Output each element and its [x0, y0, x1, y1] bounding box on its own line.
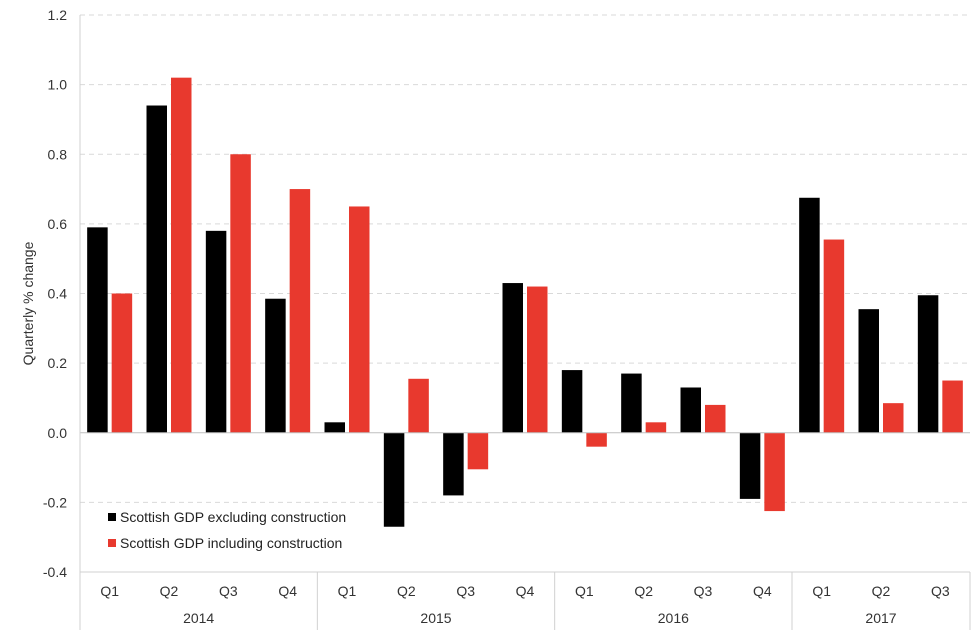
- x-category-label: Q1: [338, 583, 357, 599]
- bar-excluding-construction-5: [324, 422, 345, 433]
- bar-excluding-construction-9: [561, 370, 583, 433]
- x-year-label: 2016: [658, 610, 689, 626]
- bar-excluding-construction-3: [205, 230, 227, 433]
- x-category-label: Q1: [100, 583, 119, 599]
- y-tick-label: 1.0: [48, 77, 68, 93]
- bar-including-construction-9: [586, 432, 607, 447]
- x-axis: Q1 Q2 Q3 Q4 Q1 Q2 Q3 Q4 Q1 Q2 Q3 Q4 Q1 Q2 Q3 2014 2015 20…: [79, 15, 971, 630]
- bar-excluding-construction-13: [799, 197, 820, 433]
- x-year-label: 2015: [420, 610, 451, 626]
- x-category-label: Q2: [634, 583, 653, 599]
- x-category-label: Q4: [753, 583, 772, 599]
- y-tick-label: 0.4: [48, 286, 68, 302]
- x-year-label: 2014: [183, 610, 214, 626]
- bar-including-construction-8: [527, 286, 548, 433]
- bar-including-construction-11: [705, 404, 726, 433]
- bar-excluding-construction-14: [858, 309, 879, 433]
- y-tick-label: 0.0: [48, 425, 68, 441]
- x-category-label: Q2: [397, 583, 416, 599]
- bar-including-construction-5: [349, 206, 370, 433]
- legend-swatch: [108, 539, 116, 547]
- x-category-label: Q4: [516, 583, 535, 599]
- bar-excluding-construction-8: [502, 283, 523, 433]
- x-category-label: Q1: [812, 583, 831, 599]
- y-tick-label: -0.4: [43, 564, 67, 580]
- x-category-label: Q3: [456, 583, 475, 599]
- bar-including-construction-1: [111, 293, 133, 433]
- bar-excluding-construction-6: [383, 432, 405, 527]
- x-year-label: 2017: [865, 610, 896, 626]
- y-axis-tick-labels: 1.2 1.0 0.8 0.6 0.4 0.2 0.0 -0.2 -0.4: [43, 7, 67, 580]
- legend-label: Scottish GDP excluding construction: [120, 509, 346, 525]
- x-category-label: Q3: [219, 583, 238, 599]
- grid-lines: [80, 14, 970, 573]
- bar-including-construction-14: [883, 403, 904, 433]
- bars: [87, 77, 963, 527]
- bar-including-construction-2: [171, 77, 192, 433]
- x-category-label: Q3: [931, 583, 950, 599]
- bar-excluding-construction-1: [87, 227, 108, 433]
- bar-excluding-construction-4: [265, 298, 286, 433]
- y-tick-label: 0.6: [48, 216, 68, 232]
- y-tick-label: 0.2: [48, 355, 68, 371]
- bar-excluding-construction-2: [146, 105, 167, 433]
- legend-label: Scottish GDP including construction: [120, 535, 342, 551]
- legend-swatch: [108, 513, 116, 521]
- x-category-label: Q2: [160, 583, 179, 599]
- bar-excluding-construction-11: [680, 387, 701, 433]
- bar-including-construction-4: [289, 189, 311, 433]
- bar-including-construction-12: [764, 432, 785, 512]
- y-tick-label: -0.2: [43, 494, 67, 510]
- x-category-label: Q2: [872, 583, 891, 599]
- legend: Scottish GDP excluding construction Scott…: [108, 509, 346, 551]
- bar-including-construction-15: [942, 380, 963, 433]
- bar-including-construction-3: [230, 154, 251, 433]
- x-category-label: Q3: [694, 583, 713, 599]
- y-axis-title: Quarterly % change: [20, 241, 36, 365]
- y-tick-label: 1.2: [48, 7, 68, 23]
- bar-including-construction-6: [408, 378, 429, 433]
- bar-excluding-construction-15: [917, 295, 939, 433]
- x-category-label: Q1: [575, 583, 594, 599]
- bar-including-construction-10: [645, 422, 667, 433]
- bar-excluding-construction-10: [621, 373, 642, 433]
- bar-including-construction-7: [467, 432, 489, 470]
- bar-including-construction-13: [823, 239, 845, 433]
- bar-excluding-construction-12: [739, 432, 761, 499]
- bar-excluding-construction-7: [443, 432, 464, 496]
- y-tick-label: 0.8: [48, 146, 68, 162]
- x-category-label: Q4: [278, 583, 297, 599]
